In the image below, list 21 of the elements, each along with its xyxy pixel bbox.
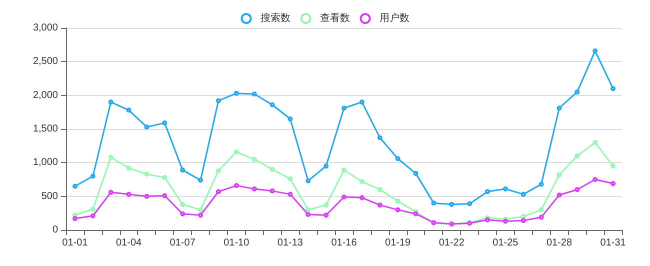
x-tick-label: 01-04 xyxy=(116,238,142,248)
x-tick-label: 01-22 xyxy=(438,238,465,248)
x-tick-label: 01-10 xyxy=(224,238,250,248)
y-tick-label: 2,500 xyxy=(32,56,58,68)
x-tick-label: 01-16 xyxy=(331,238,358,248)
x-tick-label: 01-25 xyxy=(492,238,519,248)
legend-label: 查看数 xyxy=(320,12,350,24)
x-tick-label: 01-28 xyxy=(546,238,572,248)
x-tick-label: 01-07 xyxy=(170,238,196,248)
y-tick-label: 1,500 xyxy=(32,124,58,134)
y-tick-label: 2,000 xyxy=(32,90,58,101)
y-tick-label: 0 xyxy=(52,224,58,236)
x-tick-label: 01-31 xyxy=(600,238,626,248)
x-tick-label: 01-13 xyxy=(277,238,304,248)
legend-label: 搜索数 xyxy=(260,12,290,24)
y-tick-label: 3,000 xyxy=(32,22,58,34)
y-tick-label: 500 xyxy=(41,190,58,202)
x-tick-label: 01-01 xyxy=(62,238,88,248)
legend-label: 用户数 xyxy=(379,12,410,24)
y-tick-label: 1,000 xyxy=(32,157,58,168)
x-tick-label: 01-19 xyxy=(385,238,412,248)
